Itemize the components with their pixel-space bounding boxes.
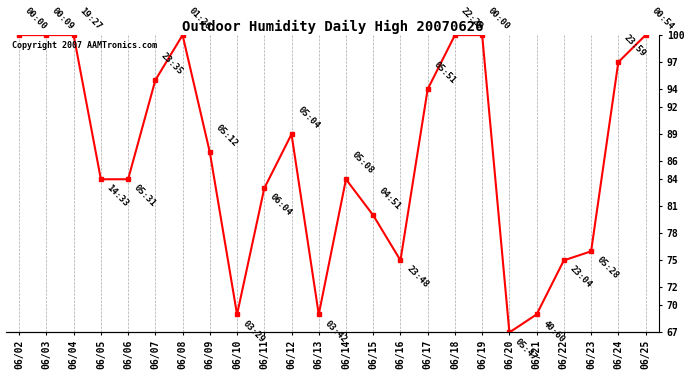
Text: 05:31: 05:31 <box>132 183 157 209</box>
Text: 22:29: 22:29 <box>459 6 484 31</box>
Text: 19:27: 19:27 <box>78 6 104 31</box>
Text: 05:51: 05:51 <box>432 60 457 85</box>
Text: 14:33: 14:33 <box>105 183 130 209</box>
Text: 05:28: 05:28 <box>595 255 620 281</box>
Text: 23:59: 23:59 <box>622 33 648 58</box>
Text: 03:29: 03:29 <box>241 319 266 344</box>
Text: 04:51: 04:51 <box>377 186 403 211</box>
Text: 40:60: 40:60 <box>541 319 566 344</box>
Text: Copyright 2007 AAMTronics.com: Copyright 2007 AAMTronics.com <box>12 41 157 50</box>
Text: 05:47: 05:47 <box>513 337 539 362</box>
Text: 00:09: 00:09 <box>50 6 76 31</box>
Title: Outdoor Humidity Daily High 20070626: Outdoor Humidity Daily High 20070626 <box>181 20 483 34</box>
Text: 01:26: 01:26 <box>187 6 212 31</box>
Text: 00:54: 00:54 <box>650 6 675 31</box>
Text: 23:35: 23:35 <box>159 51 185 76</box>
Text: 05:04: 05:04 <box>296 105 321 130</box>
Text: 06:04: 06:04 <box>268 192 294 218</box>
Text: 05:08: 05:08 <box>350 150 375 175</box>
Text: 03:42: 03:42 <box>323 319 348 344</box>
Text: 00:00: 00:00 <box>486 6 512 31</box>
Text: 00:00: 00:00 <box>23 6 49 31</box>
Text: 05:12: 05:12 <box>214 123 239 148</box>
Text: 23:48: 23:48 <box>404 264 430 290</box>
Text: 23:04: 23:04 <box>568 264 593 290</box>
